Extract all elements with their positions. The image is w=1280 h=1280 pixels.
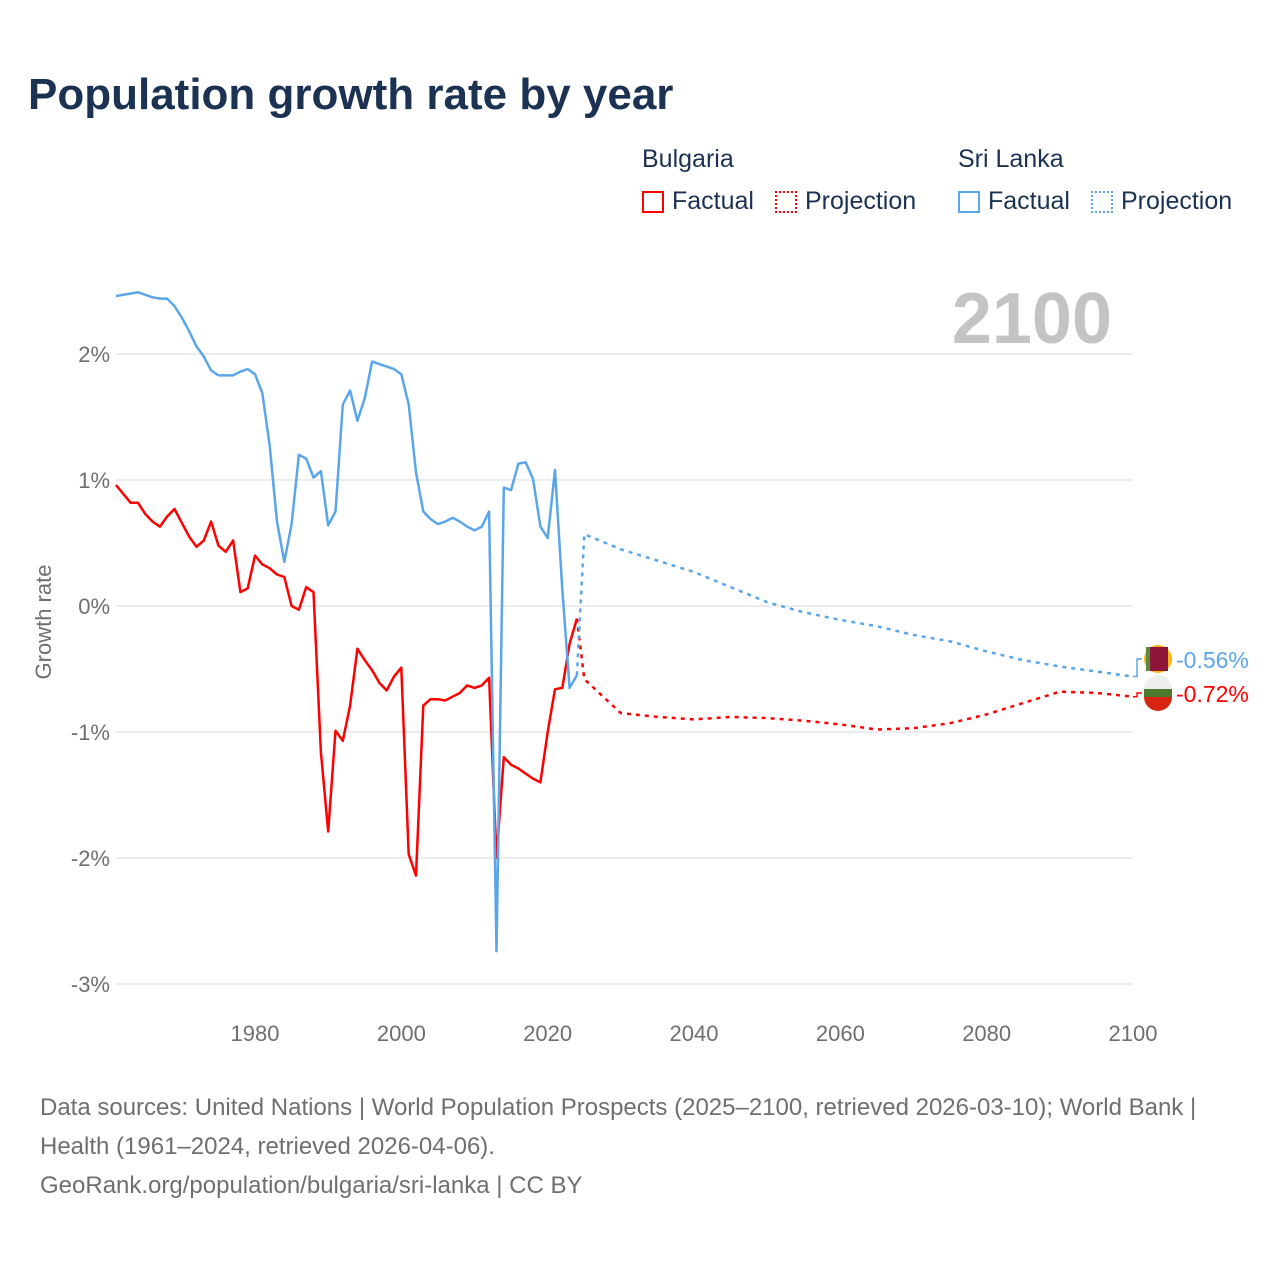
legend-label: Projection <box>805 187 917 215</box>
legend-label: Factual <box>672 187 754 215</box>
legend-bulgaria-factual[interactable]: Factual <box>642 187 754 216</box>
label-connector <box>1133 658 1142 678</box>
data-sources: Data sources: United Nations | World Pop… <box>40 1094 1197 1160</box>
legend-swatch-dotted <box>1091 190 1113 213</box>
flag-stripe <box>1144 697 1172 711</box>
x-tick-label: 1980 <box>231 1021 280 1046</box>
footer: Data sources: United Nations | World Pop… <box>40 1088 1240 1205</box>
y-tick-label: -2% <box>71 846 110 871</box>
x-tick-label: 2100 <box>1109 1021 1158 1046</box>
line-chart: 2% 1% 0% -1% -2% -3% 1980 2000 2020 2040 2060 2080 2… <box>31 279 1249 1046</box>
y-tick-label: -3% <box>71 972 110 997</box>
flag-stripe <box>1150 647 1168 671</box>
flag-stripe <box>1146 647 1150 671</box>
x-tick-label: 2060 <box>816 1021 865 1046</box>
y-tick-label: 2% <box>78 342 110 367</box>
flag-stripe <box>1144 675 1172 689</box>
legend-sri-lanka-projection[interactable]: Projection <box>1091 187 1232 216</box>
y-tick-label: 1% <box>78 468 110 493</box>
legend-swatch-solid <box>958 190 980 213</box>
legend-label: Projection <box>1121 187 1233 215</box>
y-tick-label: -1% <box>71 720 110 745</box>
y-tick-label: 0% <box>78 594 110 619</box>
legend-sri-lanka-factual[interactable]: Factual <box>958 187 1070 216</box>
legend-swatch-dotted <box>775 190 797 213</box>
x-tick-label: 2020 <box>523 1021 572 1046</box>
end-value-label-sri-lanka: -0.56% <box>1176 647 1249 673</box>
projection-line-bulgaria <box>575 618 1134 731</box>
x-tick-label: 2040 <box>670 1021 719 1046</box>
end-value-label-bulgaria: -0.72% <box>1176 681 1249 707</box>
x-tick-label: 2080 <box>962 1021 1011 1046</box>
legend-label: Factual <box>988 187 1070 215</box>
credit-link[interactable]: GeoRank.org/population/bulgaria/sri-lank… <box>40 1172 583 1199</box>
current-year-label: 2100 <box>952 279 1112 359</box>
chart-title: Population growth rate by year <box>28 70 674 119</box>
factual-line-sri-lanka <box>115 291 578 953</box>
label-connector <box>1133 692 1142 698</box>
factual-line-bulgaria <box>115 484 579 877</box>
legend-group-sri-lanka: Sri Lanka <box>958 145 1064 173</box>
legend-group-bulgaria: Bulgaria <box>642 145 734 173</box>
flag-stripe <box>1144 689 1172 697</box>
y-axis-title: Growth rate <box>31 565 56 680</box>
x-tick-label: 2000 <box>377 1021 426 1046</box>
legend-bulgaria-projection[interactable]: Projection <box>775 187 916 216</box>
legend-swatch-solid <box>642 190 664 213</box>
